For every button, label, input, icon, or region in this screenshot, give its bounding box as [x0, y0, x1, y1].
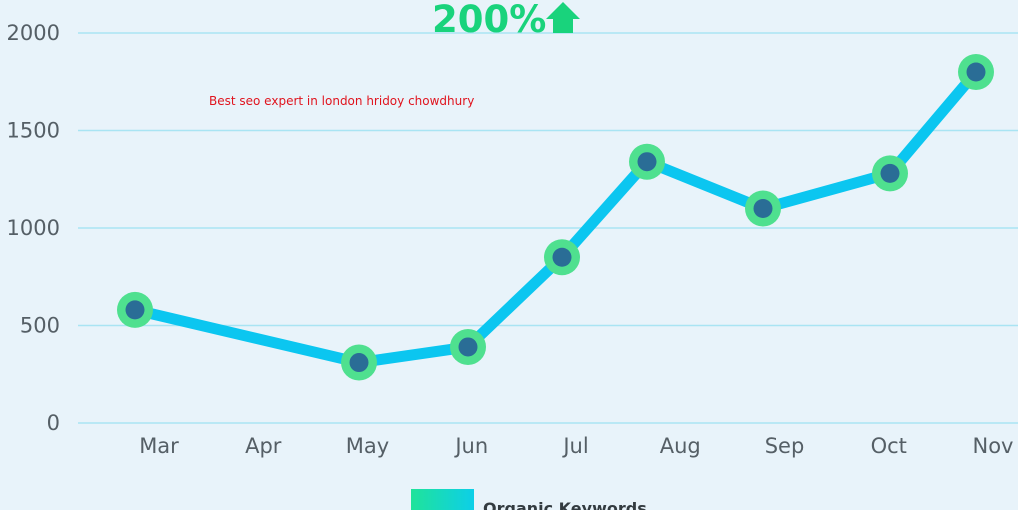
grid-lines — [78, 32, 1018, 424]
data-point — [958, 54, 994, 90]
data-point-center — [349, 353, 369, 373]
data-point-center — [637, 152, 657, 172]
data-point — [872, 155, 908, 192]
x-tick-label: Jul — [561, 434, 588, 458]
y-tick-label: 2000 — [7, 21, 60, 45]
data-point-center — [458, 337, 478, 357]
headline-text: 200% — [432, 0, 546, 41]
x-tick-label: Mar — [139, 434, 179, 458]
x-tick-label: Jun — [453, 434, 488, 458]
x-tick-label: Apr — [245, 434, 282, 458]
data-point — [629, 143, 665, 180]
legend: Organic Keywords — [411, 489, 647, 510]
y-tick-label: 0 — [47, 411, 60, 435]
data-point — [341, 344, 377, 381]
series-layer — [117, 54, 994, 381]
x-tick-label: May — [346, 434, 389, 458]
watermark-text: Best seo expert in london hridoy chowdhu… — [209, 94, 474, 108]
data-point — [117, 291, 153, 328]
data-point-center — [552, 247, 572, 267]
x-tick-label: Oct — [871, 434, 907, 458]
arrow-up-icon — [546, 2, 580, 33]
data-point — [450, 328, 486, 365]
y-tick-label: 500 — [20, 314, 60, 338]
x-tick-label: Aug — [660, 434, 701, 458]
headline: 200% — [432, 0, 580, 41]
x-axis-ticks: Mar Apr May Jun Jul Aug Sep Oct Nov — [139, 434, 1013, 458]
y-tick-label: 1500 — [7, 119, 60, 143]
x-tick-label: Nov — [973, 434, 1014, 458]
y-axis-ticks: 0 500 1000 1500 2000 — [7, 21, 60, 435]
data-point — [544, 239, 580, 276]
series-line — [129, 66, 982, 369]
legend-label: Organic Keywords — [483, 499, 647, 510]
data-point-center — [966, 62, 986, 82]
data-point-center — [125, 300, 145, 320]
y-tick-label: 1000 — [7, 216, 60, 240]
data-point-center — [753, 199, 773, 218]
data-point — [745, 190, 781, 227]
legend-swatch — [411, 489, 474, 510]
data-point-center — [880, 163, 900, 183]
x-tick-label: Sep — [765, 434, 805, 458]
